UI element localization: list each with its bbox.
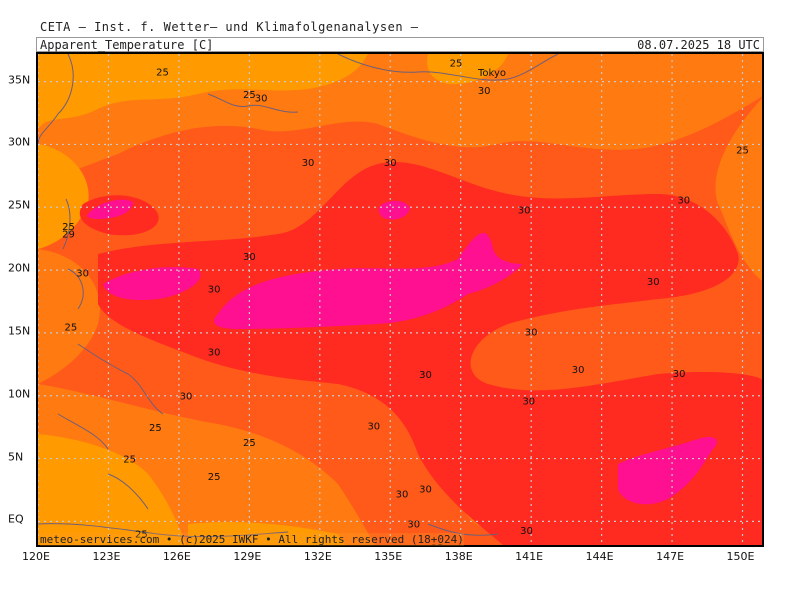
contour-value-label: 30 [396, 489, 409, 500]
contour-value-label: 30 [520, 526, 533, 537]
field-orange-west [38, 249, 100, 384]
x-tick-label: 150E [726, 550, 755, 563]
field-35-west [103, 267, 201, 301]
place-label-tokyo: Tokyo [477, 68, 506, 79]
contour-value-label: 25 [62, 222, 75, 233]
contour-value-label: 30 [302, 158, 315, 169]
contour-value-label: 25 [243, 90, 256, 101]
contour-value-label: 30 [419, 484, 432, 495]
contour-value-label: 25 [243, 438, 256, 449]
contour-value-label: 30 [525, 327, 538, 338]
y-tick-label: 20N [8, 261, 31, 275]
contour-value-label: 30 [384, 158, 397, 169]
header-institute: CETA — Inst. f. Wetter– und Klimafolgena… [40, 20, 419, 34]
contour-value-label: 30 [419, 370, 432, 381]
map-panel: 25 25 30 25 30 25 30 30 30 30 25 29 30 30 30 30 25 30 30 30… [36, 52, 764, 547]
y-tick-label: 35N [8, 73, 31, 87]
contour-value-label: 30 [518, 206, 531, 217]
x-tick-label: 129E [233, 550, 262, 563]
y-tick-label: 10N [8, 387, 31, 401]
field-lt25-sw [38, 434, 187, 545]
contour-value-label: 30 [478, 86, 491, 97]
contour-value-label: 25 [208, 472, 221, 483]
contour-value-label: 29 [62, 229, 75, 240]
contour-value-label: 25 [156, 67, 169, 78]
title-bar: Apparent_Temperature [C] 08.07.2025 18 U… [36, 37, 764, 52]
x-tick-label: 144E [585, 550, 614, 563]
field-lt25-north [38, 54, 368, 129]
map-valid-time: 08.07.2025 18 UTC [637, 38, 760, 52]
field-orange-east [715, 98, 762, 281]
contour-value-label: 30 [255, 94, 268, 105]
field-lt25-west [38, 144, 89, 249]
lat-lon-grid [38, 54, 762, 545]
contour-value-label: 30 [572, 365, 585, 376]
contour-value-label: 25 [65, 322, 78, 333]
copyright-footer: meteo-services.com • (c)2025 IWKF • All … [40, 533, 464, 546]
x-tick-label: 141E [515, 550, 544, 563]
field-35-nw [87, 199, 133, 219]
x-tick-label: 132E [303, 550, 332, 563]
y-tick-label: 15N [8, 324, 31, 338]
contour-value-label: 30 [673, 369, 686, 380]
contour-value-label: 25 [149, 423, 162, 434]
contour-value-label: 30 [180, 391, 193, 402]
y-tick-label: 30N [8, 135, 31, 149]
contour-value-label: 30 [522, 397, 535, 408]
contour-value-label: 25 [736, 145, 749, 156]
contour-value-label: 30 [407, 520, 420, 531]
contour-value-label: 30 [367, 422, 380, 433]
contour-value-label: 30 [208, 348, 221, 359]
contour-value-label: 30 [76, 268, 89, 279]
x-tick-label: 135E [374, 550, 403, 563]
field-35-center-n [378, 200, 410, 220]
y-tick-label: 25N [8, 198, 31, 212]
map-title: Apparent_Temperature [C] [40, 38, 214, 52]
x-tick-label: 126E [162, 550, 191, 563]
contour-value-label: 30 [208, 285, 221, 296]
field-35-se [618, 437, 718, 505]
x-tick-label: 123E [92, 550, 121, 563]
contour-value-label: 25 [431, 544, 444, 547]
contour-value-label: 25 [450, 59, 463, 70]
x-tick-label: 138E [444, 550, 473, 563]
contour-value-label: 30 [647, 277, 660, 288]
x-tick-label: 147E [656, 550, 685, 563]
y-tick-label: 5N [8, 450, 24, 464]
contour-value-label: 30 [243, 252, 256, 263]
field-lt25-ne [427, 54, 508, 85]
contour-value-label: 30 [677, 196, 690, 207]
field-30-main [98, 162, 762, 545]
contour-value-label: 25 [135, 530, 148, 541]
field-35-central [214, 232, 523, 329]
x-tick-label: 120E [22, 550, 50, 563]
y-tick-label: EQ [8, 512, 24, 526]
coastlines [38, 54, 559, 538]
contour-value-label: 25 [123, 454, 136, 465]
